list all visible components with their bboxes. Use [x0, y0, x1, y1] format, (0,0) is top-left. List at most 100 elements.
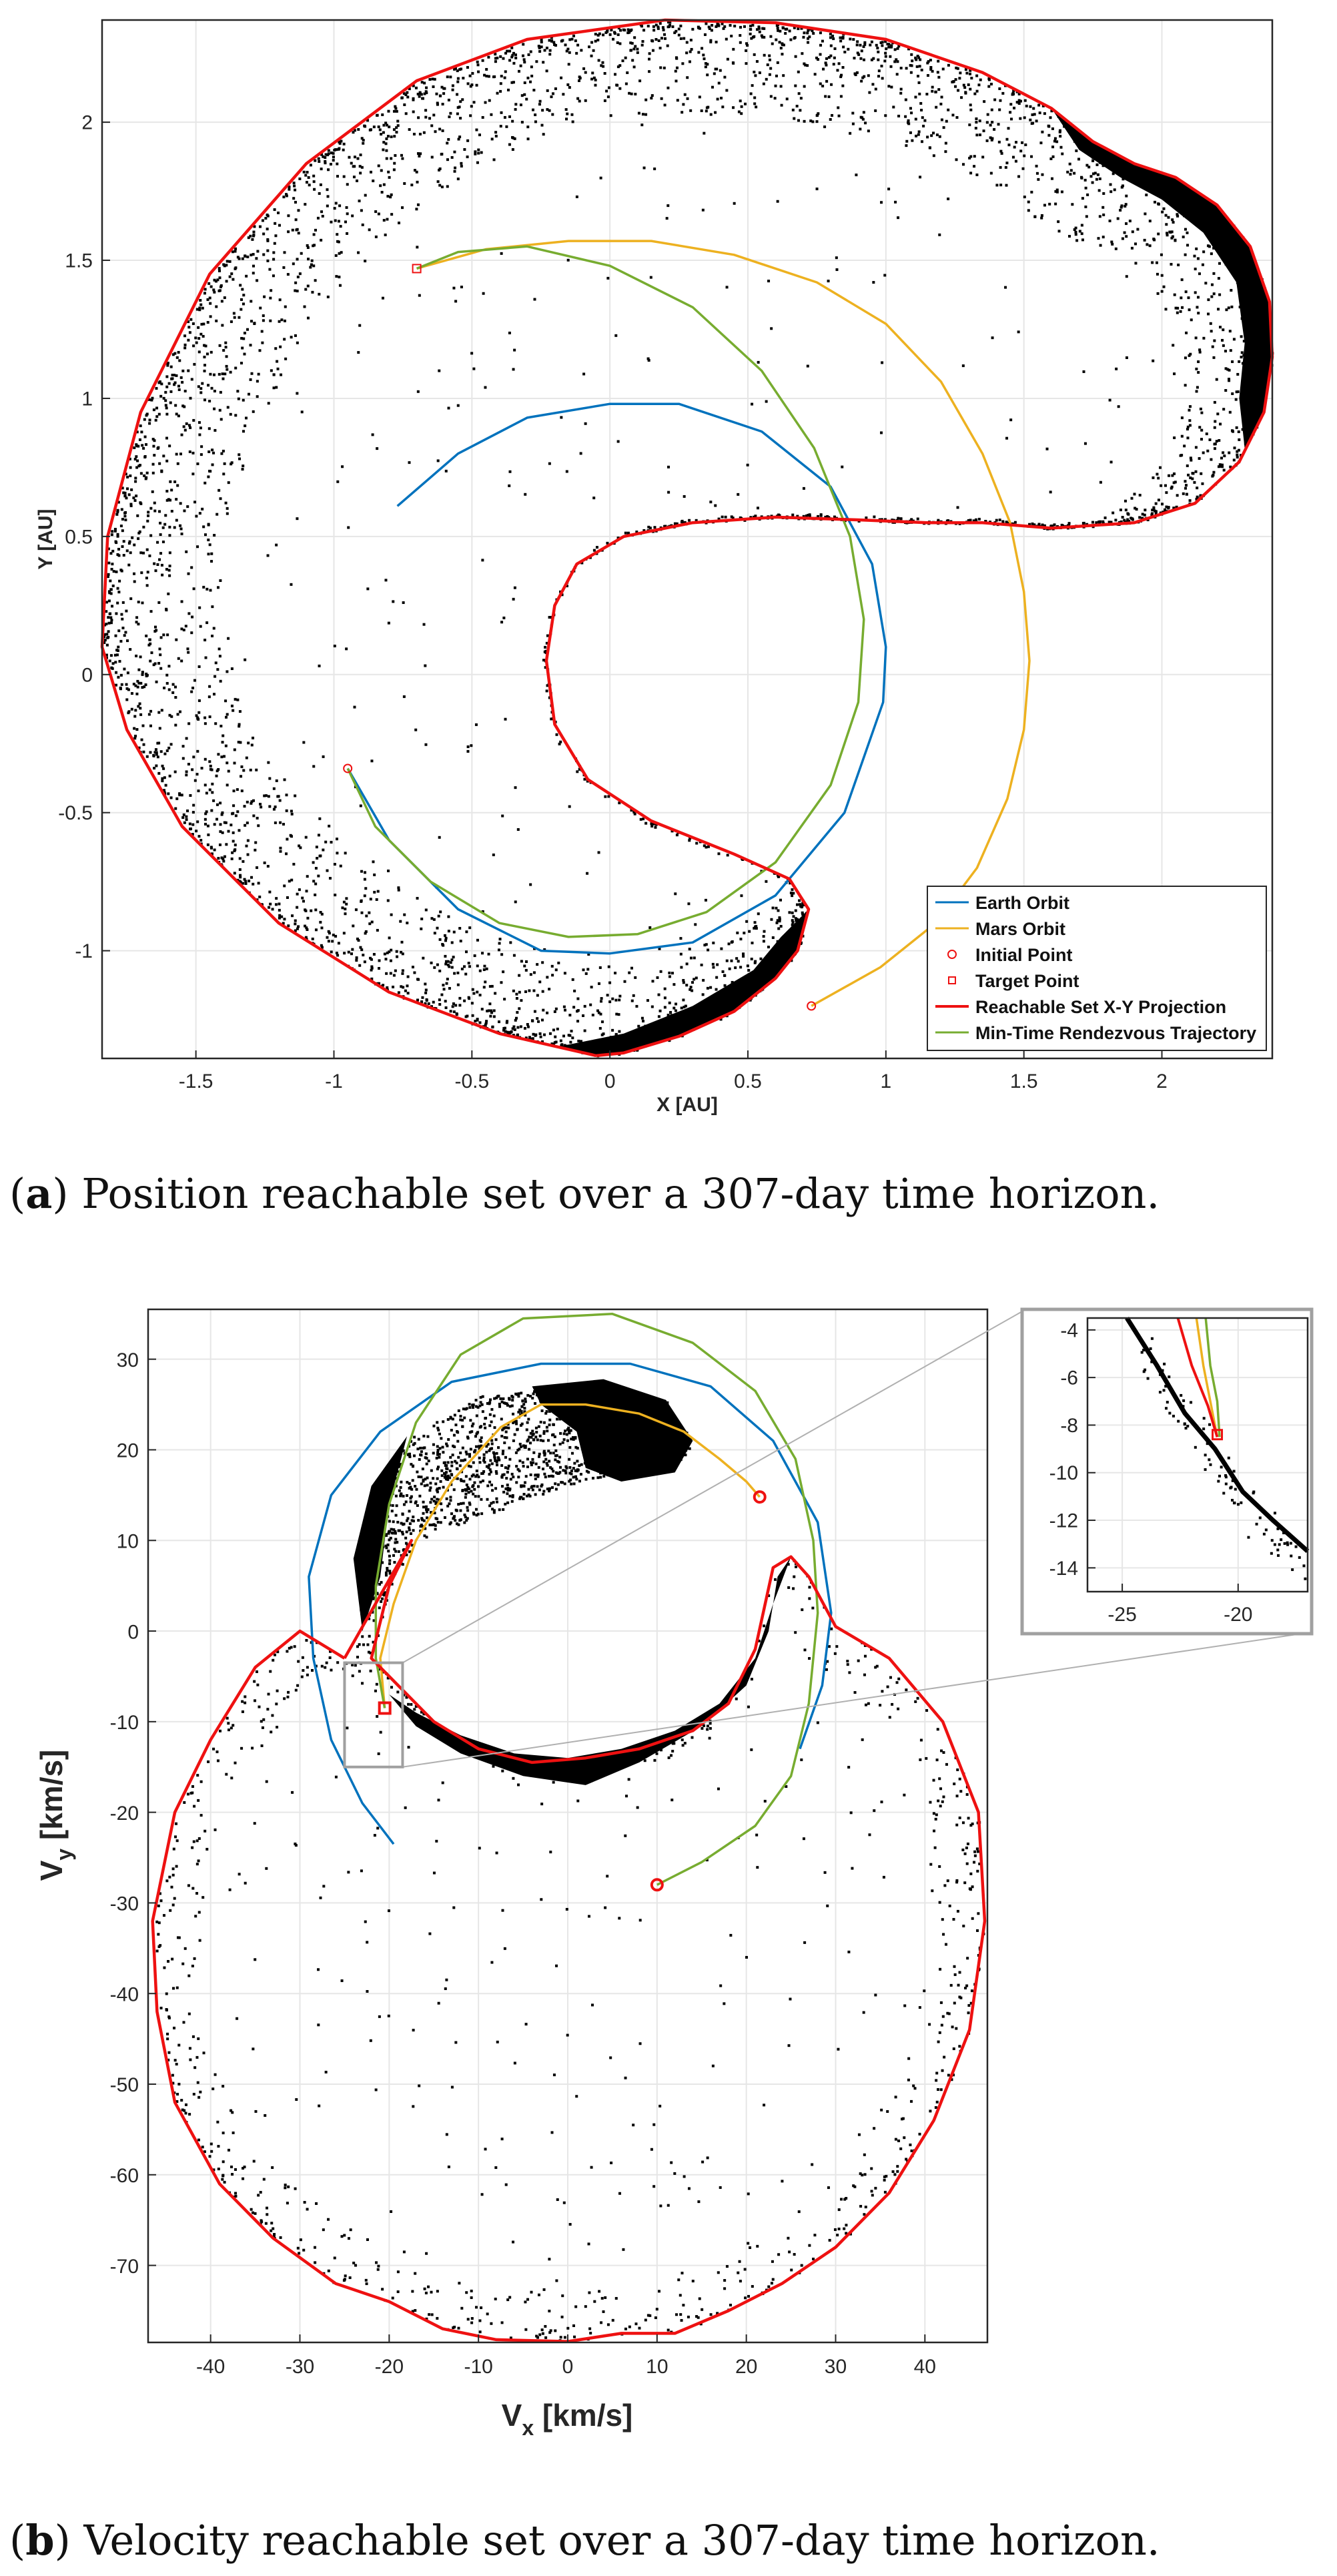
position-sample-point [668, 971, 671, 974]
position-sample-point [353, 705, 356, 709]
position-sample-point [548, 39, 551, 42]
position-sample-point [245, 756, 248, 759]
position-sample-point [746, 43, 749, 47]
position-sample-point [338, 252, 341, 255]
position-sample-point [1202, 336, 1206, 340]
velocity-sample-point [393, 1548, 396, 1551]
position-sample-point [230, 272, 234, 276]
position-sample-point [176, 462, 179, 465]
velocity-sample-point [489, 1470, 492, 1474]
position-sample-point [286, 896, 289, 899]
position-sample-point [327, 149, 330, 152]
position-sample-point [1152, 359, 1155, 362]
velocity-sample-point [630, 1415, 633, 1418]
position-sample-point [397, 886, 400, 890]
velocity-sample-point [379, 1509, 382, 1512]
position-sample-point [508, 484, 511, 487]
position-sample-point [1248, 249, 1251, 252]
position-sample-point [717, 1013, 720, 1016]
position-sample-point [614, 334, 618, 337]
velocity-sample-point [381, 1561, 384, 1564]
position-sample-point [446, 960, 450, 963]
position-sample-point [251, 238, 254, 241]
velocity-sample-point [470, 1430, 474, 1433]
position-sample-point [703, 33, 707, 36]
position-sample-point [168, 565, 171, 568]
position-sample-point [832, 37, 835, 41]
position-sample-point [919, 58, 922, 61]
position-sample-point [199, 332, 203, 336]
position-sample-point [594, 78, 597, 81]
position-sample-point [332, 934, 335, 937]
velocity-sample-point [479, 1395, 482, 1399]
position-sample-point [937, 519, 940, 522]
position-sample-point [527, 53, 530, 56]
position-sample-point [615, 1012, 618, 1016]
position-sample-point [497, 948, 500, 952]
position-sample-point [702, 53, 705, 57]
position-sample-point [294, 334, 297, 337]
position-sample-point [639, 818, 642, 821]
position-sample-point [1177, 264, 1180, 267]
position-sample-point [424, 109, 428, 112]
position-sample-point [117, 675, 120, 679]
position-sample-point [576, 1020, 580, 1023]
position-sample-point [107, 561, 111, 565]
velocity-sample-point [659, 1441, 662, 1445]
position-series-earth-orbit [346, 402, 887, 955]
position-sample-point [452, 1002, 455, 1006]
position-sample-point [553, 43, 556, 46]
position-sample-point [889, 45, 893, 49]
position-sample-point [256, 380, 259, 383]
position-sample-point [137, 681, 141, 685]
position-sample-point [1017, 99, 1021, 102]
velocity-sample-point [474, 1405, 478, 1408]
position-sample-point [641, 40, 644, 43]
velocity-sample-point [642, 1465, 646, 1468]
position-sample-point [632, 47, 636, 51]
position-sample-point [442, 944, 445, 947]
velocity-sample-point [550, 1468, 554, 1471]
velocity-sample-point [618, 1453, 621, 1456]
position-sample-point [282, 922, 285, 925]
position-sample-point [1055, 188, 1059, 192]
position-sample-point [794, 917, 797, 920]
position-sample-point [944, 150, 947, 153]
position-sample-point [311, 290, 314, 294]
position-sample-point [910, 64, 913, 67]
position-sample-point [401, 972, 404, 975]
position-sample-point [1131, 518, 1134, 521]
position-sample-point [571, 1036, 574, 1040]
position-sample-point [693, 956, 696, 960]
position-sample-point [1108, 220, 1111, 223]
position-sample-point [833, 47, 837, 50]
velocity-sample-point [504, 1456, 507, 1459]
position-sample-point [141, 671, 144, 674]
position-sample-point [1236, 453, 1239, 456]
position-sample-point [583, 1029, 586, 1032]
position-sample-point [141, 686, 144, 689]
position-sample-point [596, 39, 600, 42]
position-sample-point [839, 39, 843, 43]
position-sample-point [466, 139, 470, 142]
position-sample-point [218, 289, 221, 292]
position-sample-point [707, 845, 710, 848]
position-sample-point [121, 517, 124, 521]
position-sample-point [512, 597, 515, 601]
position-sample-point [151, 490, 154, 493]
position-sample-point [631, 1041, 634, 1044]
position-sample-point [927, 60, 930, 63]
position-sample-point [477, 70, 480, 73]
position-sample-point [550, 39, 554, 42]
position-sample-point [1127, 513, 1130, 516]
position-ytick-label: -0.5 [58, 802, 93, 824]
velocity-sample-point [408, 1522, 412, 1526]
velocity-sample-point [450, 1464, 454, 1468]
position-sample-point [1212, 246, 1216, 250]
position-sample-point [938, 233, 941, 236]
position-sample-point [468, 926, 472, 930]
position-sample-point [1101, 236, 1105, 239]
position-sample-point [681, 111, 684, 114]
velocity-sample-point [508, 1458, 512, 1461]
position-sample-point [542, 133, 545, 136]
